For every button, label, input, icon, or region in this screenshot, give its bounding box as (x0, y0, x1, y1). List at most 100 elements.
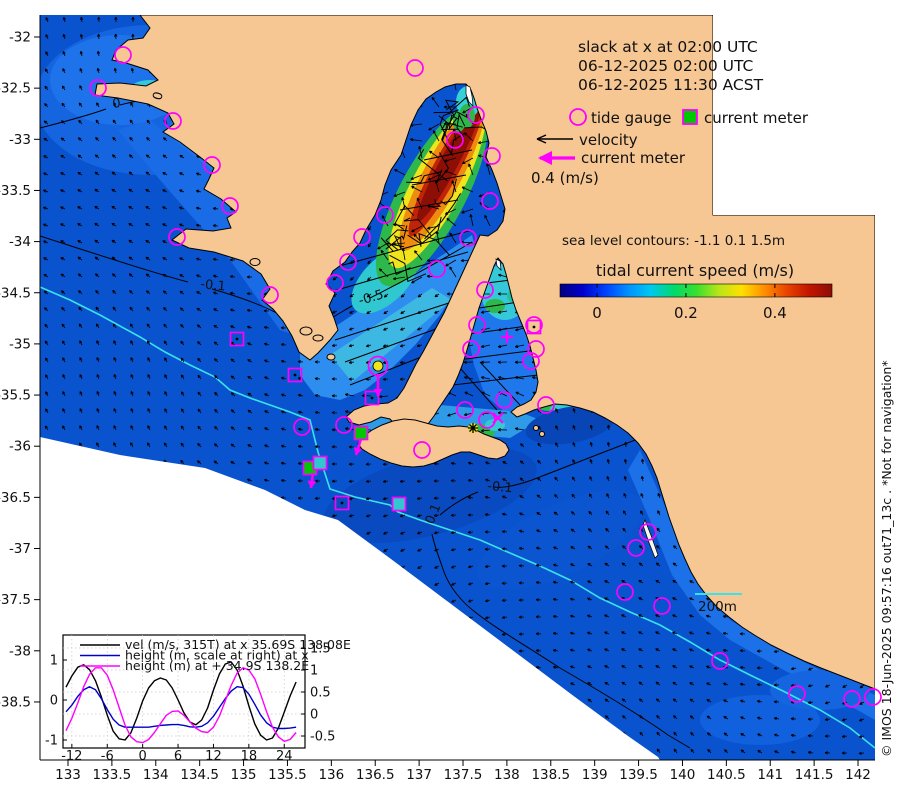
current-meter-marker[interactable] (312, 455, 328, 471)
lon-tick-label: 141.5 (795, 767, 834, 783)
tide-gauge-label: tide gauge (591, 109, 672, 127)
tide-gauge-marker[interactable] (495, 391, 513, 409)
current-meter-marker[interactable] (364, 390, 380, 406)
tide-gauge-marker[interactable] (326, 274, 344, 292)
tide-gauge-marker[interactable] (261, 286, 279, 304)
tide-gauge-marker[interactable] (481, 192, 499, 210)
current-meter-marker[interactable] (229, 331, 245, 347)
lat-tick-label: -38 (9, 643, 31, 659)
tide-gauge-marker[interactable] (653, 597, 671, 615)
tide-gauge-marker[interactable] (164, 112, 182, 130)
tide-gauge-marker[interactable] (456, 401, 474, 419)
lon-tick-label: 135 (231, 767, 257, 783)
tide-gauge-marker[interactable] (339, 253, 357, 271)
current-meter-label: current meter (704, 109, 809, 127)
current-trajectories (380, 96, 504, 283)
inset-series (65, 667, 297, 744)
tide-gauge-marker[interactable] (843, 690, 861, 708)
current-meter-marker[interactable] (526, 319, 542, 335)
tide-gauge-marker[interactable] (114, 46, 132, 64)
tide-gauge-marker[interactable] (413, 441, 431, 459)
inset-left-tick-label: 0 (50, 694, 58, 709)
contour-label: -0.1 (200, 277, 227, 295)
tide-gauge-marker[interactable] (639, 523, 657, 541)
lon-tick-label: 139 (582, 767, 608, 783)
tide-gauge-marker[interactable] (203, 156, 221, 174)
island (539, 431, 545, 437)
current-meter-marker[interactable] (287, 367, 303, 383)
tide-gauge-marker[interactable] (627, 539, 645, 557)
tide-gauge-marker[interactable] (376, 206, 394, 224)
current-meter-dot (340, 501, 344, 505)
sea-level-contours (39, 89, 691, 749)
tide-gauge-marker[interactable] (537, 396, 555, 414)
tide-gauge-marker[interactable] (446, 131, 464, 149)
tide-gauge-marker[interactable] (406, 59, 424, 77)
tide-gauge-marker[interactable] (353, 228, 371, 246)
current-meter-dot (235, 337, 239, 341)
tide-gauge-marker[interactable] (467, 106, 485, 124)
tide-gauge-icon (569, 108, 587, 126)
tide-gauge-marker[interactable] (527, 340, 545, 358)
inset-right-tick-label: 1.5 (310, 642, 331, 657)
header-block: slack at x at 02:00 UTC 06-12-2025 02:00… (578, 38, 764, 94)
current-meter-arrow-icon (538, 151, 575, 165)
lon-tick-label: 140.5 (707, 767, 746, 783)
lat-tick-label: -32.5 (0, 81, 31, 97)
tide-gauge-marker[interactable] (864, 688, 882, 706)
lat-tick-label: -37.5 (0, 592, 31, 608)
tide-gauge-marker[interactable] (168, 228, 186, 246)
station-dot (372, 360, 384, 372)
inset-x-tick-label: 12 (205, 749, 222, 764)
lon-tick-label: 140 (670, 767, 696, 783)
tide-gauge-marker[interactable] (293, 418, 311, 436)
lon-tick-label: 138 (494, 767, 520, 783)
current-meter-vector-head (373, 389, 383, 396)
lon-tick-label: 136.5 (356, 767, 395, 783)
tide-gauge-marker[interactable] (221, 197, 239, 215)
lat-tick-label: -32 (9, 30, 31, 46)
lon-tick-label: 137 (406, 767, 432, 783)
tide-gauge-marker[interactable] (711, 652, 729, 670)
watermark: © IMOS 18-Jun-2025 09:57:16 out71_13c . … (879, 360, 894, 757)
tide-gauge-marker[interactable] (335, 416, 353, 434)
colorbar-tick-label: 0 (592, 304, 602, 322)
contour-label: 0 (111, 96, 121, 112)
tide-gauge-marker[interactable] (428, 260, 446, 278)
tide-gauge-marker[interactable] (616, 583, 634, 601)
map-axes: 133 133.5 134 134.5 135 135.5 136 136.5 137 137.5… (0, 15, 875, 783)
tide-gauge-marker[interactable] (462, 340, 480, 358)
lat-tick-label: -35.5 (0, 388, 31, 404)
current-meter-vector-label: current meter (581, 149, 686, 167)
lon-tick-label: 134 (143, 767, 169, 783)
velocity-label: velocity (579, 131, 638, 149)
current-meter-marker[interactable] (334, 495, 350, 511)
tide-gauge-marker[interactable] (468, 316, 486, 334)
current-meter-icon (682, 109, 698, 125)
lon-tick-label: 135.5 (268, 767, 307, 783)
tide-gauge-marker[interactable] (476, 281, 494, 299)
inset-left-tick-label: 1 (50, 654, 58, 669)
lat-tick-label: -36 (9, 439, 31, 455)
current-meter-marker[interactable] (353, 425, 369, 441)
contour-label: -0.1 (487, 479, 514, 496)
tide-gauge-marker[interactable] (788, 685, 806, 703)
lon-tick-label: 137.5 (444, 767, 483, 783)
scale-bar-label: 200m (698, 599, 737, 615)
tide-gauge-marker[interactable] (522, 352, 540, 370)
tide-gauge-marker[interactable] (483, 147, 501, 165)
inset-right-tick-label: 0.5 (310, 686, 331, 701)
tide-gauge-marker[interactable] (459, 229, 477, 247)
island (249, 258, 261, 266)
plus-station-marker (501, 331, 513, 343)
lon-tick-label: 139.5 (619, 767, 658, 783)
lon-tick-label: 138.5 (531, 767, 570, 783)
station-dot-ring (367, 355, 389, 377)
tide-gauge-marker[interactable] (89, 79, 107, 97)
inset-legend-label: height (m) at + 34.9S 138.2E (125, 658, 309, 673)
inset-legend-label: vel (m/s, 315T) at x 35.69S 138.08E (125, 637, 351, 652)
colorbar-block: sea level contours: -1.1 0.1 1.5m tidal … (559, 233, 833, 322)
contour-label: 0.1 (423, 502, 445, 527)
current-meter-marker[interactable] (391, 496, 407, 512)
symbol-legend: tide gauge current meter velocity curren… (531, 108, 809, 187)
